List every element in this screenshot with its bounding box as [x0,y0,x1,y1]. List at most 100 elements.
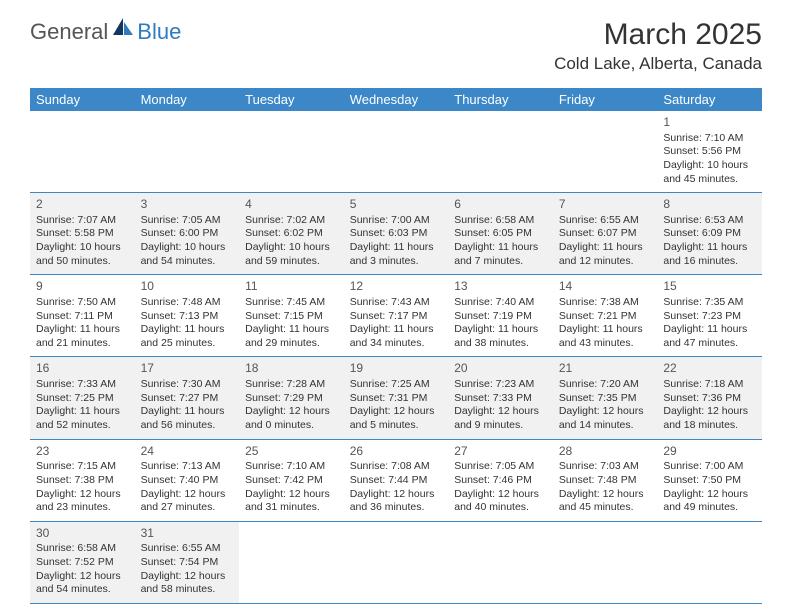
sunrise-text: Sunrise: 7:50 AM [36,296,129,310]
sunrise-text: Sunrise: 7:45 AM [245,296,338,310]
daylight-text: and 12 minutes. [559,255,652,269]
sunset-text: Sunset: 7:36 PM [663,392,756,406]
sunrise-text: Sunrise: 7:00 AM [350,214,443,228]
daylight-text: and 27 minutes. [141,501,234,515]
day-number: 26 [350,444,443,460]
calendar-day-cell [30,111,135,193]
calendar-day-cell [553,521,658,603]
calendar-day-cell [448,111,553,193]
sunset-text: Sunset: 7:52 PM [36,556,129,570]
daylight-text: and 14 minutes. [559,419,652,433]
calendar-day-cell: 5Sunrise: 7:00 AMSunset: 6:03 PMDaylight… [344,193,449,275]
daylight-text: and 25 minutes. [141,337,234,351]
calendar-week-row: 16Sunrise: 7:33 AMSunset: 7:25 PMDayligh… [30,357,762,439]
daylight-text: Daylight: 10 hours [36,241,129,255]
sunset-text: Sunset: 7:40 PM [141,474,234,488]
day-number: 6 [454,197,547,213]
daylight-text: Daylight: 12 hours [559,405,652,419]
daylight-text: Daylight: 12 hours [141,488,234,502]
daylight-text: Daylight: 10 hours [141,241,234,255]
day-number: 9 [36,279,129,295]
day-header: Thursday [448,88,553,111]
calendar-day-cell: 10Sunrise: 7:48 AMSunset: 7:13 PMDayligh… [135,275,240,357]
day-header-row: Sunday Monday Tuesday Wednesday Thursday… [30,88,762,111]
calendar-day-cell: 24Sunrise: 7:13 AMSunset: 7:40 PMDayligh… [135,439,240,521]
sunrise-text: Sunrise: 6:58 AM [454,214,547,228]
logo-text-blue: Blue [137,19,181,45]
daylight-text: and 43 minutes. [559,337,652,351]
sunset-text: Sunset: 7:13 PM [141,310,234,324]
sunrise-text: Sunrise: 7:13 AM [141,460,234,474]
daylight-text: and 29 minutes. [245,337,338,351]
day-number: 4 [245,197,338,213]
sunrise-text: Sunrise: 7:03 AM [559,460,652,474]
sunset-text: Sunset: 7:46 PM [454,474,547,488]
calendar-day-cell: 9Sunrise: 7:50 AMSunset: 7:11 PMDaylight… [30,275,135,357]
daylight-text: and 40 minutes. [454,501,547,515]
sunrise-text: Sunrise: 7:10 AM [663,132,756,146]
daylight-text: and 34 minutes. [350,337,443,351]
daylight-text: Daylight: 12 hours [663,488,756,502]
sunset-text: Sunset: 7:11 PM [36,310,129,324]
daylight-text: and 45 minutes. [559,501,652,515]
sunrise-text: Sunrise: 6:55 AM [559,214,652,228]
sunrise-text: Sunrise: 7:43 AM [350,296,443,310]
calendar-day-cell: 1Sunrise: 7:10 AMSunset: 5:56 PMDaylight… [657,111,762,193]
day-number: 29 [663,444,756,460]
daylight-text: and 47 minutes. [663,337,756,351]
daylight-text: Daylight: 11 hours [663,241,756,255]
sunset-text: Sunset: 5:56 PM [663,145,756,159]
logo: General Blue [30,18,181,45]
sunrise-text: Sunrise: 7:23 AM [454,378,547,392]
sunrise-text: Sunrise: 7:00 AM [663,460,756,474]
day-header: Monday [135,88,240,111]
daylight-text: Daylight: 11 hours [36,323,129,337]
daylight-text: and 7 minutes. [454,255,547,269]
daylight-text: Daylight: 11 hours [141,405,234,419]
sunset-text: Sunset: 7:15 PM [245,310,338,324]
sunrise-text: Sunrise: 7:48 AM [141,296,234,310]
month-title: March 2025 [554,18,762,52]
calendar-day-cell [239,521,344,603]
daylight-text: Daylight: 12 hours [36,488,129,502]
daylight-text: and 45 minutes. [663,173,756,187]
daylight-text: Daylight: 12 hours [36,570,129,584]
calendar-day-cell: 11Sunrise: 7:45 AMSunset: 7:15 PMDayligh… [239,275,344,357]
sunrise-text: Sunrise: 7:07 AM [36,214,129,228]
day-number: 23 [36,444,129,460]
daylight-text: and 18 minutes. [663,419,756,433]
calendar-day-cell [448,521,553,603]
daylight-text: and 23 minutes. [36,501,129,515]
logo-sail-icon [113,18,135,41]
daylight-text: Daylight: 11 hours [245,323,338,337]
daylight-text: Daylight: 10 hours [245,241,338,255]
sunrise-text: Sunrise: 6:55 AM [141,542,234,556]
day-number: 17 [141,361,234,377]
sunrise-text: Sunrise: 7:18 AM [663,378,756,392]
calendar-day-cell [657,521,762,603]
sunset-text: Sunset: 7:27 PM [141,392,234,406]
calendar-day-cell: 8Sunrise: 6:53 AMSunset: 6:09 PMDaylight… [657,193,762,275]
calendar-day-cell: 3Sunrise: 7:05 AMSunset: 6:00 PMDaylight… [135,193,240,275]
calendar-day-cell: 17Sunrise: 7:30 AMSunset: 7:27 PMDayligh… [135,357,240,439]
day-number: 21 [559,361,652,377]
daylight-text: Daylight: 12 hours [350,488,443,502]
sunset-text: Sunset: 7:48 PM [559,474,652,488]
sunrise-text: Sunrise: 7:02 AM [245,214,338,228]
calendar-day-cell: 18Sunrise: 7:28 AMSunset: 7:29 PMDayligh… [239,357,344,439]
sunset-text: Sunset: 7:23 PM [663,310,756,324]
day-number: 7 [559,197,652,213]
sunrise-text: Sunrise: 7:05 AM [454,460,547,474]
calendar-day-cell: 13Sunrise: 7:40 AMSunset: 7:19 PMDayligh… [448,275,553,357]
day-number: 30 [36,526,129,542]
calendar-day-cell: 28Sunrise: 7:03 AMSunset: 7:48 PMDayligh… [553,439,658,521]
day-number: 13 [454,279,547,295]
sunrise-text: Sunrise: 7:30 AM [141,378,234,392]
title-block: March 2025 Cold Lake, Alberta, Canada [554,18,762,74]
day-number: 11 [245,279,338,295]
daylight-text: Daylight: 11 hours [36,405,129,419]
sunrise-text: Sunrise: 7:25 AM [350,378,443,392]
daylight-text: and 54 minutes. [36,583,129,597]
sunset-text: Sunset: 6:07 PM [559,227,652,241]
day-header: Wednesday [344,88,449,111]
